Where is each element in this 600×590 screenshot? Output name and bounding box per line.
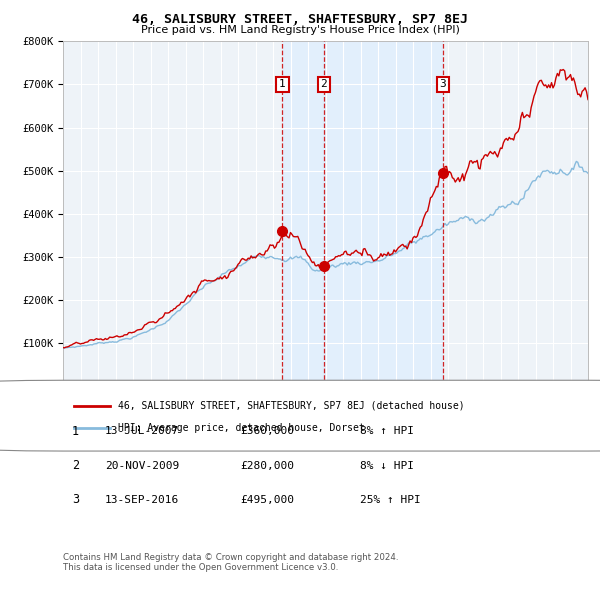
Text: 13-JUL-2007: 13-JUL-2007 bbox=[105, 427, 179, 436]
Text: 1: 1 bbox=[279, 80, 286, 90]
Text: 3: 3 bbox=[440, 80, 446, 90]
Text: £495,000: £495,000 bbox=[240, 495, 294, 504]
Text: 3: 3 bbox=[72, 493, 79, 506]
Text: 2: 2 bbox=[320, 80, 327, 90]
Text: 2: 2 bbox=[72, 459, 79, 472]
Text: 25% ↑ HPI: 25% ↑ HPI bbox=[360, 495, 421, 504]
Text: 1: 1 bbox=[72, 425, 79, 438]
Text: This data is licensed under the Open Government Licence v3.0.: This data is licensed under the Open Gov… bbox=[63, 563, 338, 572]
Text: 46, SALISBURY STREET, SHAFTESBURY, SP7 8EJ (detached house): 46, SALISBURY STREET, SHAFTESBURY, SP7 8… bbox=[118, 401, 465, 411]
Text: 13-SEP-2016: 13-SEP-2016 bbox=[105, 495, 179, 504]
FancyBboxPatch shape bbox=[0, 381, 600, 451]
Text: HPI: Average price, detached house, Dorset: HPI: Average price, detached house, Dors… bbox=[118, 423, 365, 433]
Text: £360,000: £360,000 bbox=[240, 427, 294, 436]
Text: 46, SALISBURY STREET, SHAFTESBURY, SP7 8EJ: 46, SALISBURY STREET, SHAFTESBURY, SP7 8… bbox=[132, 13, 468, 26]
Text: 8% ↓ HPI: 8% ↓ HPI bbox=[360, 461, 414, 470]
Text: Price paid vs. HM Land Registry's House Price Index (HPI): Price paid vs. HM Land Registry's House … bbox=[140, 25, 460, 35]
Text: £280,000: £280,000 bbox=[240, 461, 294, 470]
Text: Contains HM Land Registry data © Crown copyright and database right 2024.: Contains HM Land Registry data © Crown c… bbox=[63, 553, 398, 562]
Text: 8% ↑ HPI: 8% ↑ HPI bbox=[360, 427, 414, 436]
Text: 20-NOV-2009: 20-NOV-2009 bbox=[105, 461, 179, 470]
